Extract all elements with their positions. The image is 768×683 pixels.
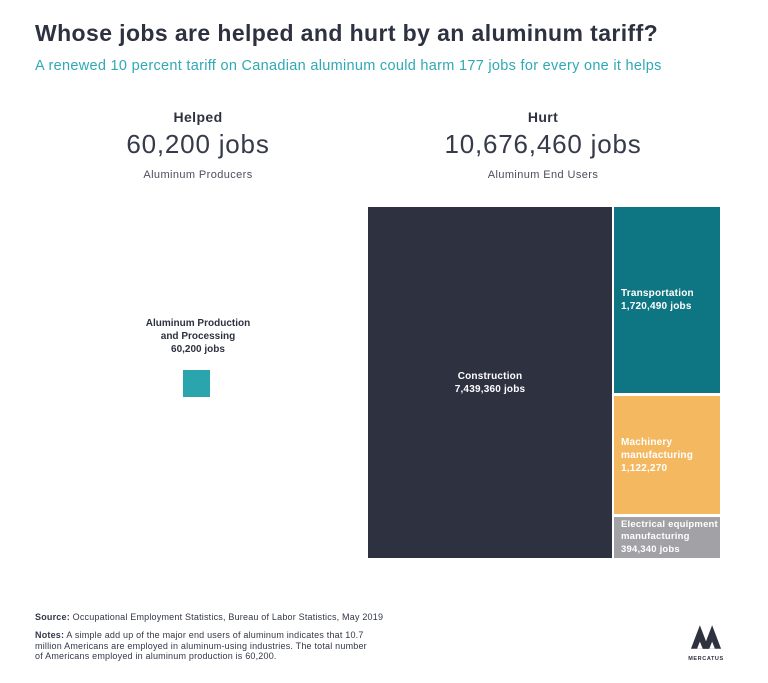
notes-note: Notes: A simple add up of the major end …: [35, 630, 373, 662]
helped-square-label-line: and Processing: [160, 331, 236, 342]
mercatus-logo: MERCATUS: [686, 624, 726, 662]
helped-square-label-line: 60,200 jobs: [171, 344, 225, 355]
helped-category: Aluminum Producers: [143, 169, 253, 181]
helped-header: Helped 60,200 jobs Aluminum Producers: [98, 109, 298, 181]
electrical-label-line: 394,340 jobs: [621, 543, 680, 555]
electrical-label: Electrical equipment manufacturing 394,3…: [614, 519, 718, 557]
machinery-label-line: 1,122,270: [621, 462, 668, 474]
electrical-label-line: manufacturing: [621, 531, 690, 543]
machinery-label-line: Machinery: [621, 436, 673, 448]
hurt-header: Hurt 10,676,460 jobs Aluminum End Users: [393, 109, 693, 181]
machinery-label-line: manufacturing: [621, 449, 694, 461]
machinery-label: Machinery manufacturing 1,122,270: [614, 436, 693, 475]
page-title: Whose jobs are helped and hurt by an alu…: [35, 20, 659, 46]
treemap-block-electrical: Electrical equipment manufacturing 394,3…: [614, 517, 720, 558]
transportation-label: Transportation 1,720,490 jobs: [614, 287, 694, 313]
mercatus-m-icon: [690, 625, 722, 649]
construction-label: Construction 7,439,360 jobs: [455, 370, 526, 396]
treemap-block-aluminum-production: [183, 370, 210, 397]
helped-label: Helped: [173, 109, 223, 125]
helped-total: 60,200 jobs: [126, 129, 270, 159]
construction-label-line: 7,439,360 jobs: [454, 383, 526, 395]
helped-square-label-line: Aluminum Production: [145, 318, 251, 329]
notes-note-text: A simple add up of the major end users o…: [35, 630, 367, 661]
electrical-label-line: Electrical equipment: [621, 518, 718, 530]
helped-square-label: Aluminum Production and Processing 60,20…: [123, 317, 273, 356]
source-note-label: Source:: [35, 612, 70, 622]
mercatus-logo-text: MERCATUS: [688, 656, 724, 662]
source-note: Source: Occupational Employment Statisti…: [35, 612, 383, 622]
treemap-block-machinery: Machinery manufacturing 1,122,270: [614, 396, 720, 514]
hurt-label: Hurt: [527, 109, 559, 125]
page-subtitle: A renewed 10 percent tariff on Canadian …: [35, 58, 662, 74]
source-note-text: Occupational Employment Statistics, Bure…: [69, 612, 384, 622]
hurt-category: Aluminum End Users: [487, 169, 599, 181]
treemap-block-transportation: Transportation 1,720,490 jobs: [614, 207, 720, 393]
construction-label-line: Construction: [457, 370, 523, 382]
transportation-label-line: 1,720,490 jobs: [621, 301, 692, 312]
hurt-total: 10,676,460 jobs: [444, 129, 642, 159]
notes-note-label: Notes:: [35, 630, 65, 640]
transportation-label-line: Transportation: [621, 288, 694, 299]
treemap-block-construction: Construction 7,439,360 jobs: [368, 207, 612, 558]
